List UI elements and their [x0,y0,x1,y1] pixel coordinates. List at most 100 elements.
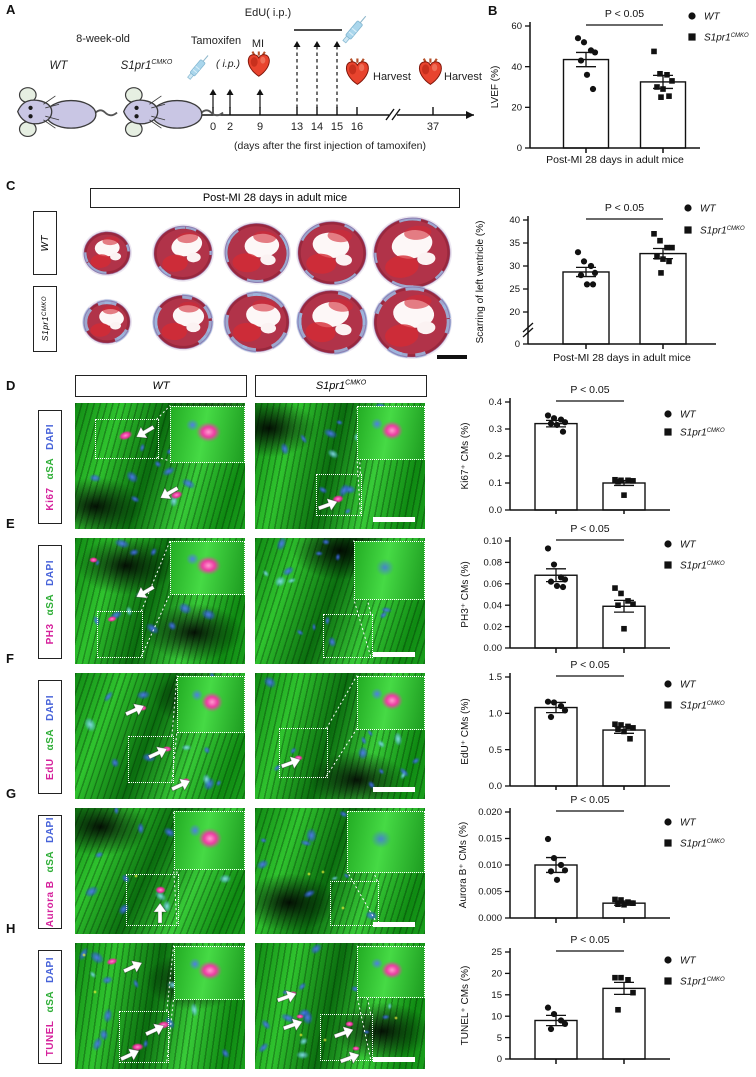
heart-section [152,224,214,282]
y-tick-label: 0.08 [484,558,503,569]
stain-label: Ki67 αSA DAPI [45,424,56,511]
legend-wt-label: WT [680,410,696,421]
inset-region-box [127,736,174,784]
y-tick-label: 0 [517,143,522,154]
x-axis-label: Post-MI 28 days in adult mice [546,154,684,166]
blue-stain-name: DAPI [44,694,56,721]
marker-positive-cell [154,886,166,895]
ko-mouse-label: S1pr1CMKO [120,59,173,72]
blue-stain-name: DAPI [44,957,56,984]
timeline-graphic [16,13,474,138]
y-tick-label: 0.010 [478,860,502,871]
edu-arrowhead [293,41,301,47]
bar-chart-g: 0.000 0.005 0.010 0.015 0.020 Aurora B⁺ CMs (… [458,794,725,924]
scatter-points-wt [574,249,599,288]
axis-break-mark [385,108,395,121]
y-tick-label: 0 [497,1054,502,1065]
panel-c-letter: C [6,178,16,193]
bar-chart-b: 0 20 40 60 LVEF (%) P < 0.05 WT S1pr1CMKO Post-M… [490,8,749,166]
heart-icon [345,57,370,86]
axis-break-mark [391,108,401,121]
inset-region-box [97,611,144,659]
chart-legend: WT S1pr1CMKO [664,540,725,572]
y-tick-label: 10 [491,1011,502,1022]
micrograph-aurorab-wt [75,808,245,934]
timeline-day-13: 13 [290,121,304,133]
x-axis-label: Post-MI 28 days in adult mice [553,352,691,364]
micrograph-aurorab-ko [255,808,425,934]
inset-region-box [119,1011,169,1064]
blue-stain-name: DAPI [44,423,56,450]
speck [321,869,326,874]
bar-chart-d: 0.0 0.1 0.2 0.3 0.4 Ki67⁺ CMs (%) P < 0.05 WT S1… [460,384,725,516]
green-stain-name: αSA [44,728,56,750]
green-stain-name: αSA [44,850,56,873]
marker-positive-cell [345,1021,355,1028]
mouse-icon [16,86,118,138]
y-axis-label: TUNEL⁺ CMs (%) [460,966,471,1046]
injection-arrowhead [256,89,264,95]
inset-marker-cell [200,692,224,712]
scatter-points-ko [651,231,675,276]
micrograph-edu-ko [255,673,425,799]
inset-connectors [255,943,425,1069]
blue-stain-name: DAPI [44,559,56,586]
micrograph-ki67-ko [255,403,425,529]
inset-nucleus [188,958,202,970]
scatter-points-wt [544,545,569,591]
bar-wt [534,706,578,787]
wt-header-label: WT [152,380,170,392]
bar-ko [639,252,687,345]
panel-c-row-wt-label: WT [39,234,51,252]
panel-c-header: Post-MI 28 days in adult mice [202,192,348,204]
edu-arrowhead [313,41,321,47]
axes [509,537,670,653]
panel-c-row-ko-label: S1pr1CMKO [40,296,50,342]
scatter-points-ko [651,48,675,100]
axes [509,948,670,1064]
chart-legend: WT S1pr1CMKO [688,12,749,44]
y-tick-label: 15 [491,990,502,1001]
y-tick-label: 30 [509,261,520,272]
inset-magnified-view [346,810,425,873]
legend-ko-label: S1pr1CMKO [704,33,749,44]
axes [509,808,670,923]
scatter-points-ko [612,896,636,908]
stain-label-box-h: TUNEL αSA DAPI [38,950,62,1064]
inset-marker-cell [196,422,221,442]
bar-ko [602,987,646,1060]
edu-arrowhead [333,41,341,47]
panel-c-row-wt-box: WT [33,211,57,275]
inset-nucleus [370,829,391,848]
y-axis-label: Ki67⁺ CMs (%) [460,423,471,490]
arrow-icon [153,902,167,924]
y-tick-label: 0.5 [489,745,502,756]
scatter-points-wt [544,1004,569,1033]
inset-region-box [95,419,159,460]
marker-name: EdU [44,757,56,780]
panel-e-letter: E [6,516,15,531]
legend-wt-label: WT [704,12,720,23]
y-tick-label: 1.5 [489,672,502,683]
legend-ko-label: S1pr1CMKO [680,428,725,439]
axes [529,22,700,153]
legend-ko-label: S1pr1CMKO [680,701,725,712]
y-tick-label: 0.020 [478,807,502,818]
inset-nucleus [371,418,384,430]
marker-positive-cell [294,754,304,761]
bar-chart-h: 0 5 10 15 20 25 TUNEL⁺ CMs (%) P < 0.05 WT S1pr1C… [460,934,725,1065]
inset-magnified-view [353,540,425,601]
heart-section [296,219,368,287]
y-tick-label: 0.02 [484,622,503,633]
y-tick-label: 0.1 [489,478,502,489]
heart-section [223,221,291,285]
y-tick-label: 0.3 [489,424,502,435]
harvest-1-label: Harvest [373,71,411,83]
y-tick-label: 20 [491,969,502,980]
inset-connectors [255,673,425,799]
y-tick-label: 0.0 [489,781,502,790]
column-header-wt: WT [75,375,247,397]
inset-magnified-view [173,810,245,871]
chart-legend: WT S1pr1CMKO [664,818,725,850]
blue-stain-name: DAPI [44,816,56,843]
